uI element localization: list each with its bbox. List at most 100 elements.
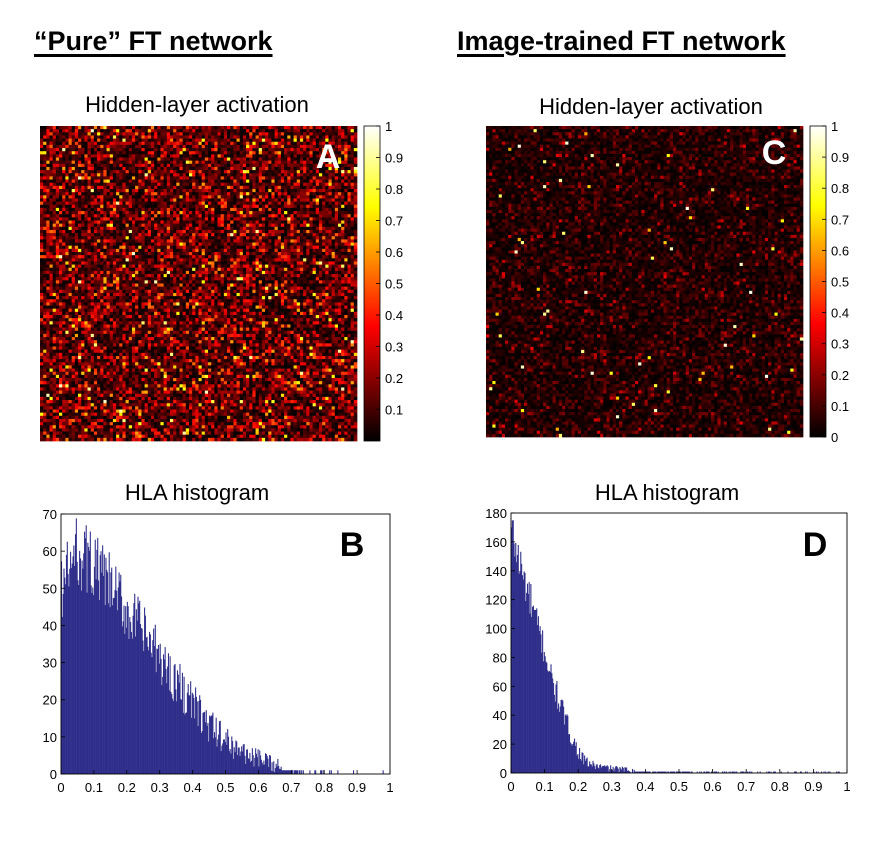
heatmap-cell	[69, 151, 73, 155]
heatmap-cell	[249, 271, 253, 275]
heatmap-cell	[138, 145, 142, 149]
heatmap-cell	[119, 176, 123, 180]
heatmap-cell	[132, 277, 136, 281]
heatmap-cell	[237, 217, 241, 221]
heatmap-cell	[157, 249, 161, 253]
heatmap-cell	[186, 148, 190, 152]
heatmap-cell	[259, 246, 263, 250]
heatmap-cell	[252, 271, 256, 275]
heatmap-cell	[354, 249, 358, 253]
heatmap-cell	[50, 139, 54, 143]
heatmap-cell	[72, 221, 76, 225]
heatmap-cell	[69, 148, 73, 152]
heatmap-cell	[325, 126, 329, 130]
heatmap-cell	[43, 277, 47, 281]
heatmap-cell	[325, 261, 329, 265]
heatmap-cell	[148, 255, 152, 259]
heatmap-cell	[40, 170, 44, 174]
heatmap-cell	[40, 249, 44, 253]
heatmap-cell	[145, 280, 149, 284]
heatmap-cell	[164, 224, 168, 228]
heatmap-cell	[230, 148, 234, 152]
heatmap-cell	[141, 224, 145, 228]
heatmap-cell	[332, 271, 336, 275]
heatmap-cell	[259, 151, 263, 155]
heatmap-cell	[50, 243, 54, 247]
heatmap-cell	[303, 189, 307, 193]
heatmap-cell	[309, 151, 313, 155]
heatmap-cell	[294, 274, 298, 278]
heatmap-cell	[113, 258, 117, 262]
heatmap-cell	[303, 280, 307, 284]
heatmap-cell	[126, 164, 130, 168]
heatmap-cell	[167, 265, 171, 269]
heatmap-cell	[275, 167, 279, 171]
heatmap-cell	[103, 258, 107, 262]
heatmap-cell	[145, 167, 149, 171]
heatmap-cell	[84, 261, 88, 265]
heatmap-cell	[297, 274, 301, 278]
heatmap-cell	[129, 126, 133, 130]
heatmap-cell	[290, 192, 294, 196]
heatmap-cell	[186, 280, 190, 284]
heatmap-cell	[199, 217, 203, 221]
heatmap-cell	[224, 186, 228, 190]
heatmap-cell	[97, 129, 101, 133]
heatmap-cell	[75, 151, 79, 155]
heatmap-cell	[284, 208, 288, 212]
heatmap-cell	[116, 145, 120, 149]
heatmap-cell	[126, 214, 130, 218]
heatmap-cell	[214, 126, 218, 130]
heatmap-cell	[46, 246, 50, 250]
heatmap-cell	[208, 173, 212, 177]
heatmap-cell	[211, 202, 215, 206]
heatmap-cell	[214, 176, 218, 180]
heatmap-cell	[164, 221, 168, 225]
heatmap-cell	[265, 158, 269, 162]
heatmap-cell	[126, 268, 130, 272]
heatmap-cell	[65, 227, 69, 231]
heatmap-cell	[341, 255, 345, 259]
heatmap-cell	[56, 173, 60, 177]
heatmap-cell	[275, 195, 279, 199]
heatmap-cell	[221, 243, 225, 247]
heatmap-cell	[154, 151, 158, 155]
heatmap-cell	[141, 255, 145, 259]
heatmap-cell	[135, 170, 139, 174]
heatmap-cell	[252, 205, 256, 209]
heatmap-cell	[183, 148, 187, 152]
heatmap-cell	[46, 239, 50, 243]
heatmap-cell	[284, 173, 288, 177]
heatmap-cell	[186, 258, 190, 262]
heatmap-cell	[300, 211, 304, 215]
heatmap-cell	[211, 205, 215, 209]
heatmap-cell	[113, 158, 117, 162]
heatmap-cell	[271, 132, 275, 136]
heatmap-cell	[313, 277, 317, 281]
heatmap-cell	[265, 236, 269, 240]
heatmap-cell	[65, 211, 69, 215]
heatmap-cell	[199, 268, 203, 272]
heatmap-cell	[59, 268, 63, 272]
heatmap-cell	[135, 243, 139, 247]
heatmap-cell	[148, 236, 152, 240]
heatmap-cell	[256, 221, 260, 225]
heatmap-cell	[160, 161, 164, 165]
heatmap-cell	[322, 186, 326, 190]
heatmap-cell	[297, 142, 301, 146]
heatmap-cell	[275, 258, 279, 262]
heatmap-cell	[88, 132, 92, 136]
heatmap-cell	[78, 154, 82, 158]
heatmap-cell	[205, 195, 209, 199]
heatmap-cell	[328, 249, 332, 253]
heatmap-cell	[278, 164, 282, 168]
heatmap-cell	[179, 246, 183, 250]
heatmap-cell	[221, 268, 225, 272]
heatmap-cell	[160, 148, 164, 152]
heatmap-cell	[287, 255, 291, 259]
heatmap-cell	[94, 198, 98, 202]
heatmap-cell	[278, 236, 282, 240]
heatmap-cell	[84, 129, 88, 133]
heatmap-cell	[351, 211, 355, 215]
heatmap-cell	[88, 198, 92, 202]
